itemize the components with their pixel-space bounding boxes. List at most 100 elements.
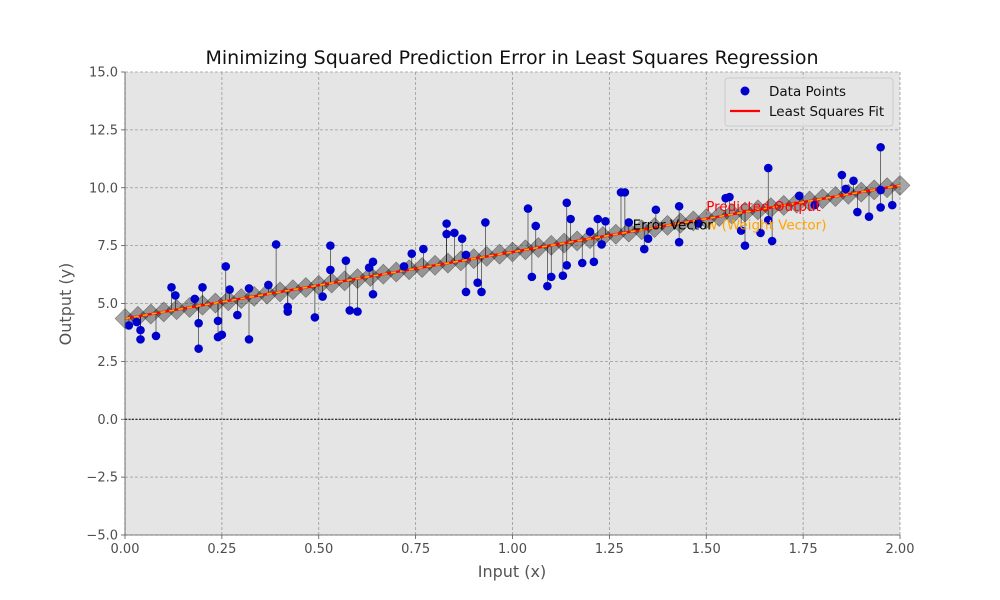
data-point — [233, 310, 242, 320]
data-point — [527, 272, 537, 282]
annotation-label: w (Weight Vector) — [706, 217, 826, 233]
data-point — [407, 249, 417, 259]
x-tick-label: 1.75 — [789, 542, 818, 557]
data-point — [136, 335, 145, 344]
annotation-label: Error Vector — [633, 217, 714, 233]
data-point — [643, 234, 653, 243]
x-tick-label: 2.00 — [886, 542, 915, 557]
y-tick-label: −2.5 — [86, 471, 118, 486]
data-point — [620, 188, 630, 197]
data-point — [461, 250, 471, 260]
x-tick-label: 1.50 — [692, 542, 721, 557]
data-point — [271, 240, 281, 249]
data-point — [399, 262, 409, 271]
x-tick-label: 0.25 — [207, 542, 236, 557]
data-point — [756, 228, 765, 238]
x-axis-label: Input (x) — [478, 562, 546, 581]
data-point — [864, 212, 874, 221]
x-tick-label: 0.50 — [304, 542, 333, 557]
data-point — [585, 227, 595, 237]
grid-layer — [124, 71, 901, 536]
data-point — [531, 221, 541, 231]
x-tick-label: 0.00 — [111, 542, 140, 557]
data-point — [442, 219, 451, 228]
data-point — [221, 262, 231, 271]
data-point — [419, 244, 428, 254]
data-point — [624, 218, 634, 227]
data-point — [562, 261, 572, 270]
data-point — [876, 185, 885, 195]
data-point — [639, 244, 649, 254]
y-tick-label: 2.5 — [97, 355, 118, 370]
data-point — [450, 228, 459, 238]
data-point — [546, 272, 556, 282]
data-point — [794, 191, 804, 201]
data-point — [810, 200, 820, 210]
data-point — [310, 313, 320, 322]
data-point — [601, 217, 610, 226]
annotations-layer: Predicted Output w (Weight Vector)Error V… — [633, 199, 827, 234]
data-point — [190, 294, 200, 304]
y-tick-label: 10.0 — [89, 181, 118, 196]
axes-layer: 0.00 0.25 0.50 0.75 1.00 1.25 1.50 1.75 2.00 −5.0… — [86, 66, 914, 558]
data-point — [481, 218, 490, 227]
data-point — [562, 198, 572, 208]
data-point — [593, 214, 603, 224]
data-point — [477, 287, 486, 297]
y-tick-label: 12.5 — [89, 123, 118, 138]
data-point — [198, 282, 207, 292]
data-point — [368, 289, 378, 299]
fit-line-layer — [124, 184, 901, 320]
data-point — [876, 203, 885, 212]
data-point — [523, 204, 533, 213]
data-point — [473, 278, 482, 287]
legend: Data Points Least Squares Fit — [724, 77, 894, 127]
data-point — [763, 163, 773, 173]
x-tick-label: 1.25 — [595, 542, 624, 557]
data-point — [767, 236, 777, 246]
data-point — [694, 219, 703, 228]
data-point — [442, 229, 451, 239]
y-tick-label: 0.0 — [97, 413, 118, 428]
legend-label-data-points: Data Points — [769, 84, 846, 100]
data-point — [171, 291, 180, 300]
data-point — [244, 284, 254, 293]
data-point — [326, 265, 335, 275]
data-point — [577, 258, 587, 268]
data-point — [132, 317, 141, 327]
data-point — [151, 331, 161, 341]
x-tick-label: 0.75 — [401, 542, 430, 557]
data-point — [597, 240, 606, 249]
data-point — [849, 176, 858, 186]
data-point — [651, 205, 661, 215]
data-point — [283, 302, 293, 312]
x-tick-label: 1.00 — [498, 542, 527, 557]
y-axis-label: Output (y) — [56, 263, 75, 346]
fit-line — [124, 184, 901, 320]
data-point — [194, 318, 203, 328]
data-point — [558, 271, 568, 281]
data-point — [457, 234, 467, 243]
data-point — [736, 226, 746, 235]
data-point — [318, 292, 327, 301]
data-point — [244, 335, 254, 344]
legend-box — [724, 77, 894, 127]
data-point — [461, 287, 471, 297]
data-point — [876, 142, 885, 152]
data-point — [837, 170, 847, 180]
data-point — [341, 256, 351, 265]
data-point — [345, 306, 355, 315]
data-point — [589, 257, 599, 267]
data-point — [136, 325, 145, 335]
data-point — [225, 285, 234, 294]
data-point — [167, 282, 176, 292]
data-point — [887, 200, 897, 210]
data-point — [217, 330, 227, 340]
chart-title: Minimizing Squared Prediction Error in L… — [205, 47, 818, 69]
data-point — [124, 321, 134, 330]
data-points-layer — [124, 142, 897, 353]
y-tick-label: −5.0 — [86, 529, 118, 544]
data-point — [368, 257, 378, 267]
